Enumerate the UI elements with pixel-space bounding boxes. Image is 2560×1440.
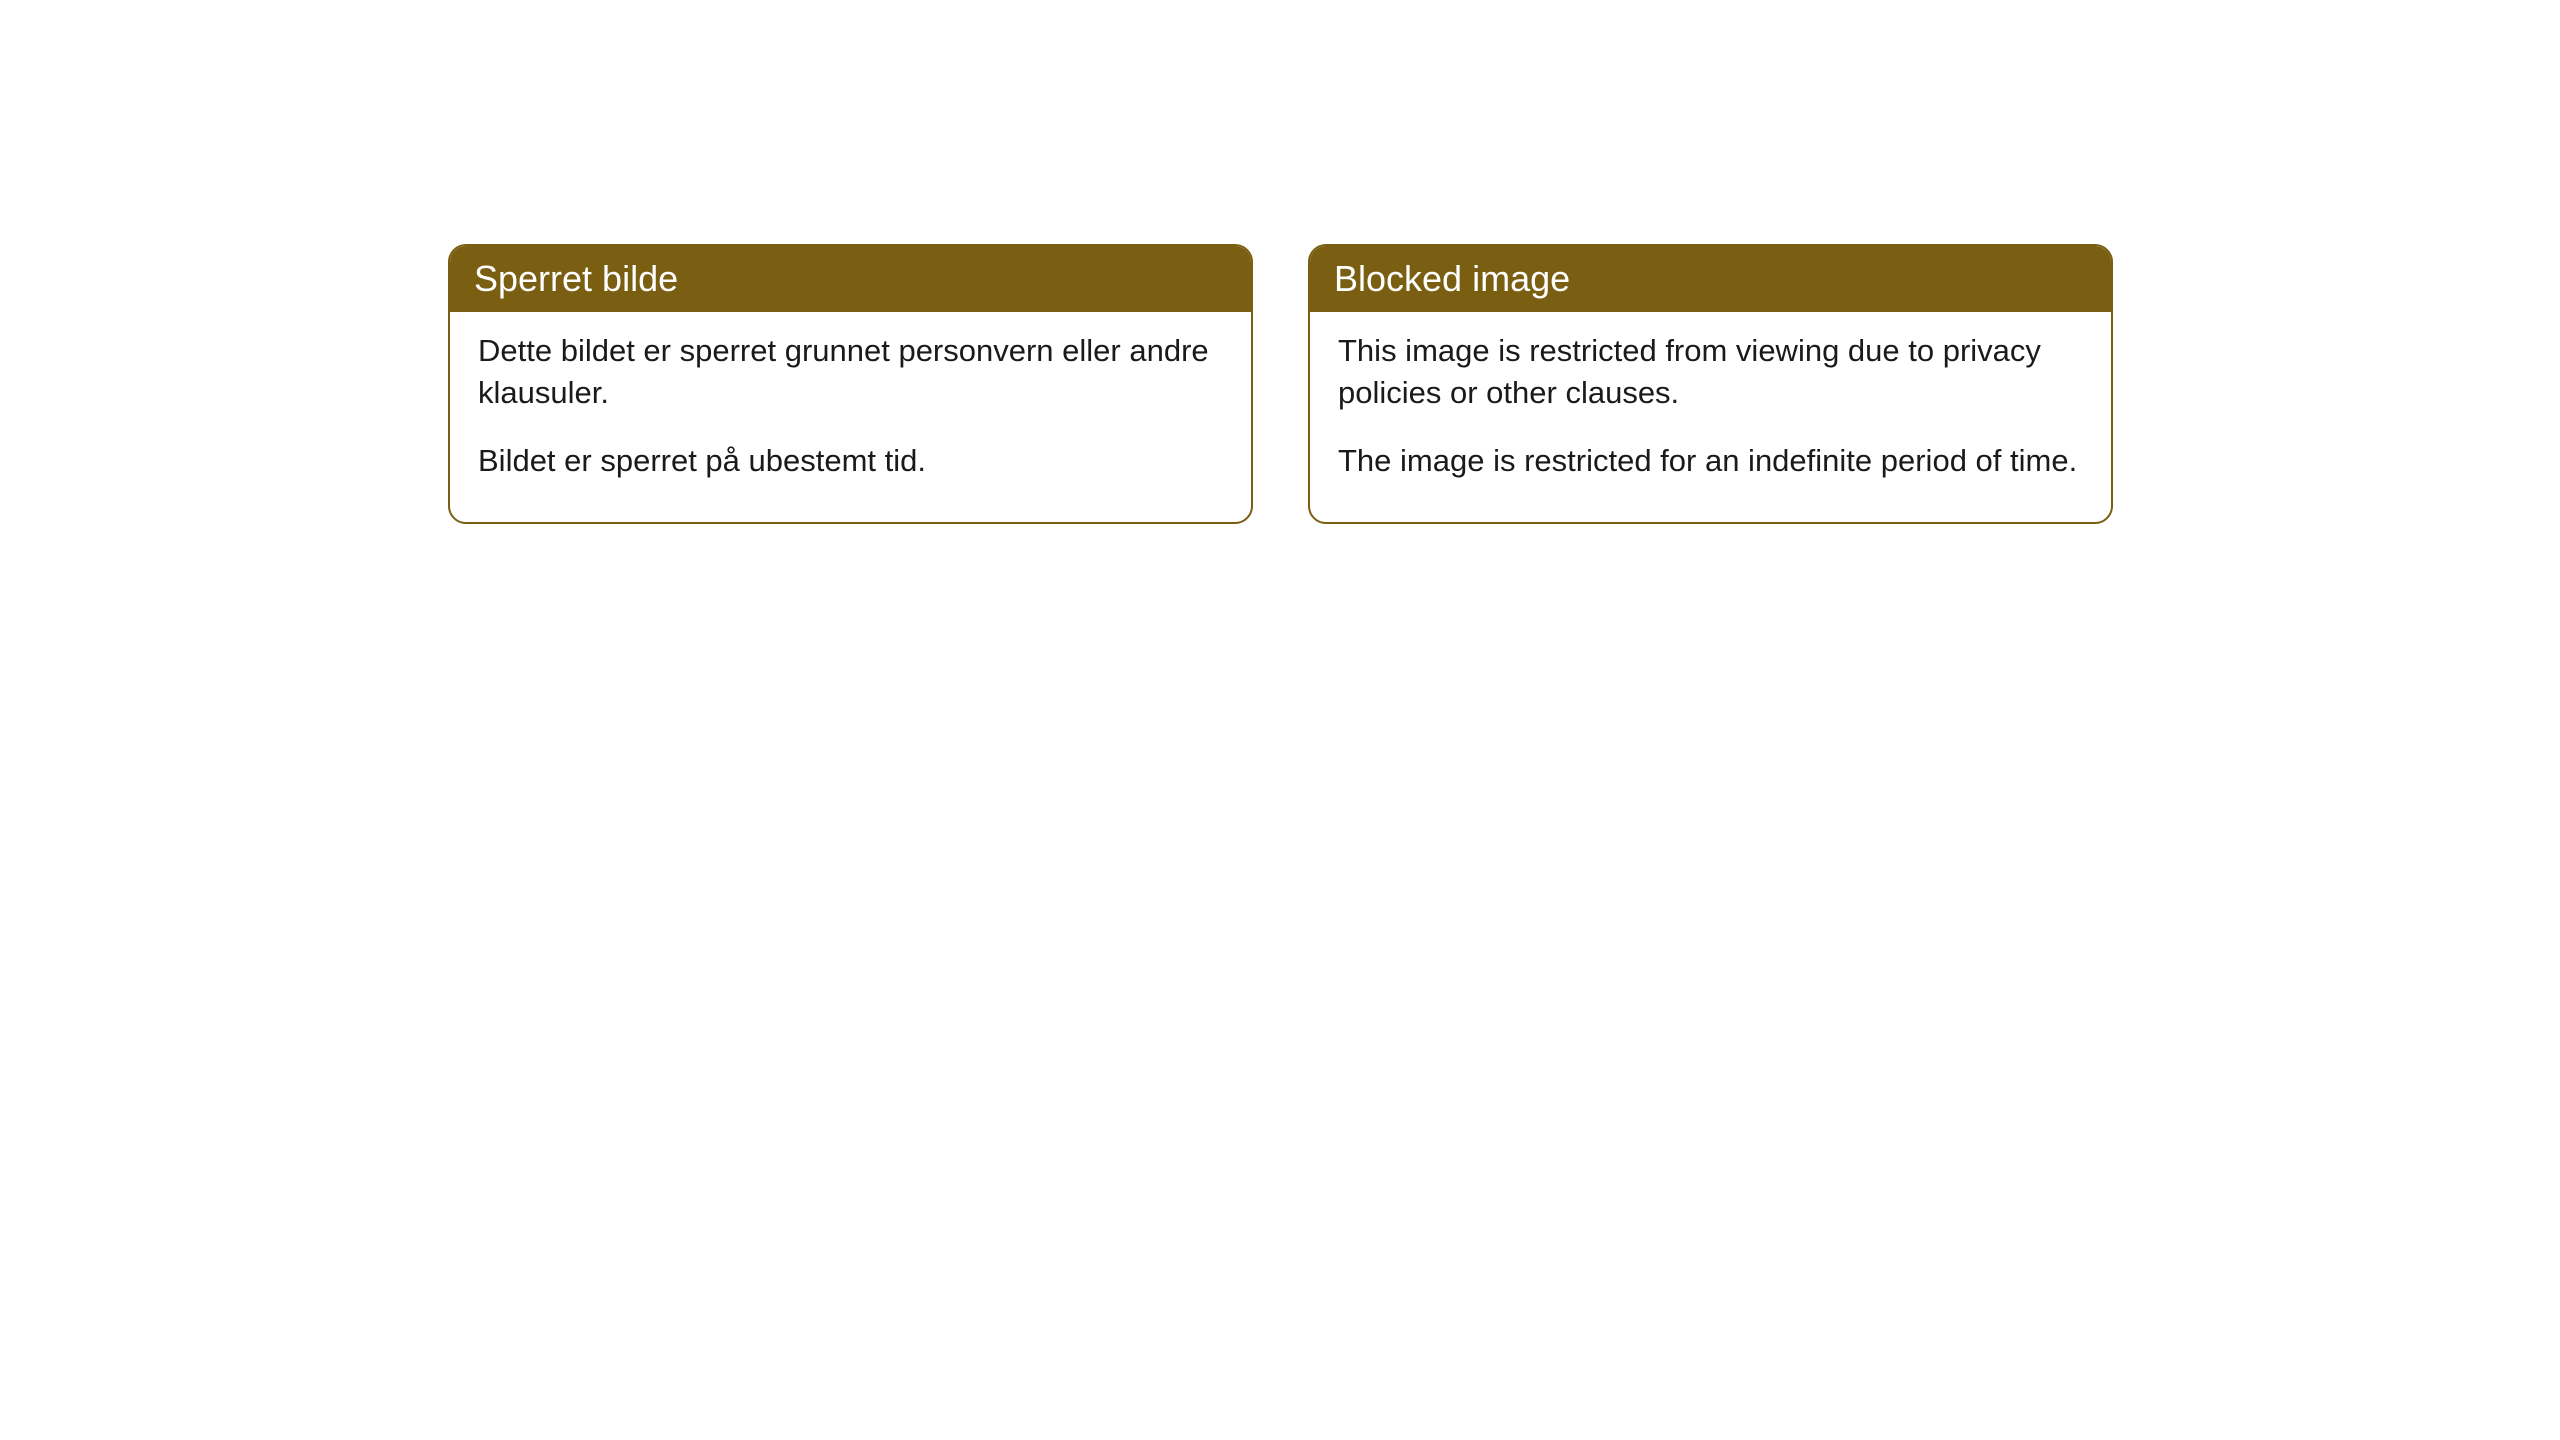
notice-title: Blocked image (1334, 258, 1570, 299)
notice-paragraph: Bildet er sperret på ubestemt tid. (478, 440, 1223, 482)
notice-title: Sperret bilde (474, 258, 678, 299)
notice-body: Dette bildet er sperret grunnet personve… (450, 312, 1251, 522)
notice-header: Blocked image (1310, 246, 2111, 312)
notice-paragraph: The image is restricted for an indefinit… (1338, 440, 2083, 482)
notice-container: Sperret bilde Dette bildet er sperret gr… (448, 244, 2113, 524)
notice-header: Sperret bilde (450, 246, 1251, 312)
notice-box-norwegian: Sperret bilde Dette bildet er sperret gr… (448, 244, 1253, 524)
notice-body: This image is restricted from viewing du… (1310, 312, 2111, 522)
notice-paragraph: Dette bildet er sperret grunnet personve… (478, 330, 1223, 414)
notice-box-english: Blocked image This image is restricted f… (1308, 244, 2113, 524)
notice-paragraph: This image is restricted from viewing du… (1338, 330, 2083, 414)
